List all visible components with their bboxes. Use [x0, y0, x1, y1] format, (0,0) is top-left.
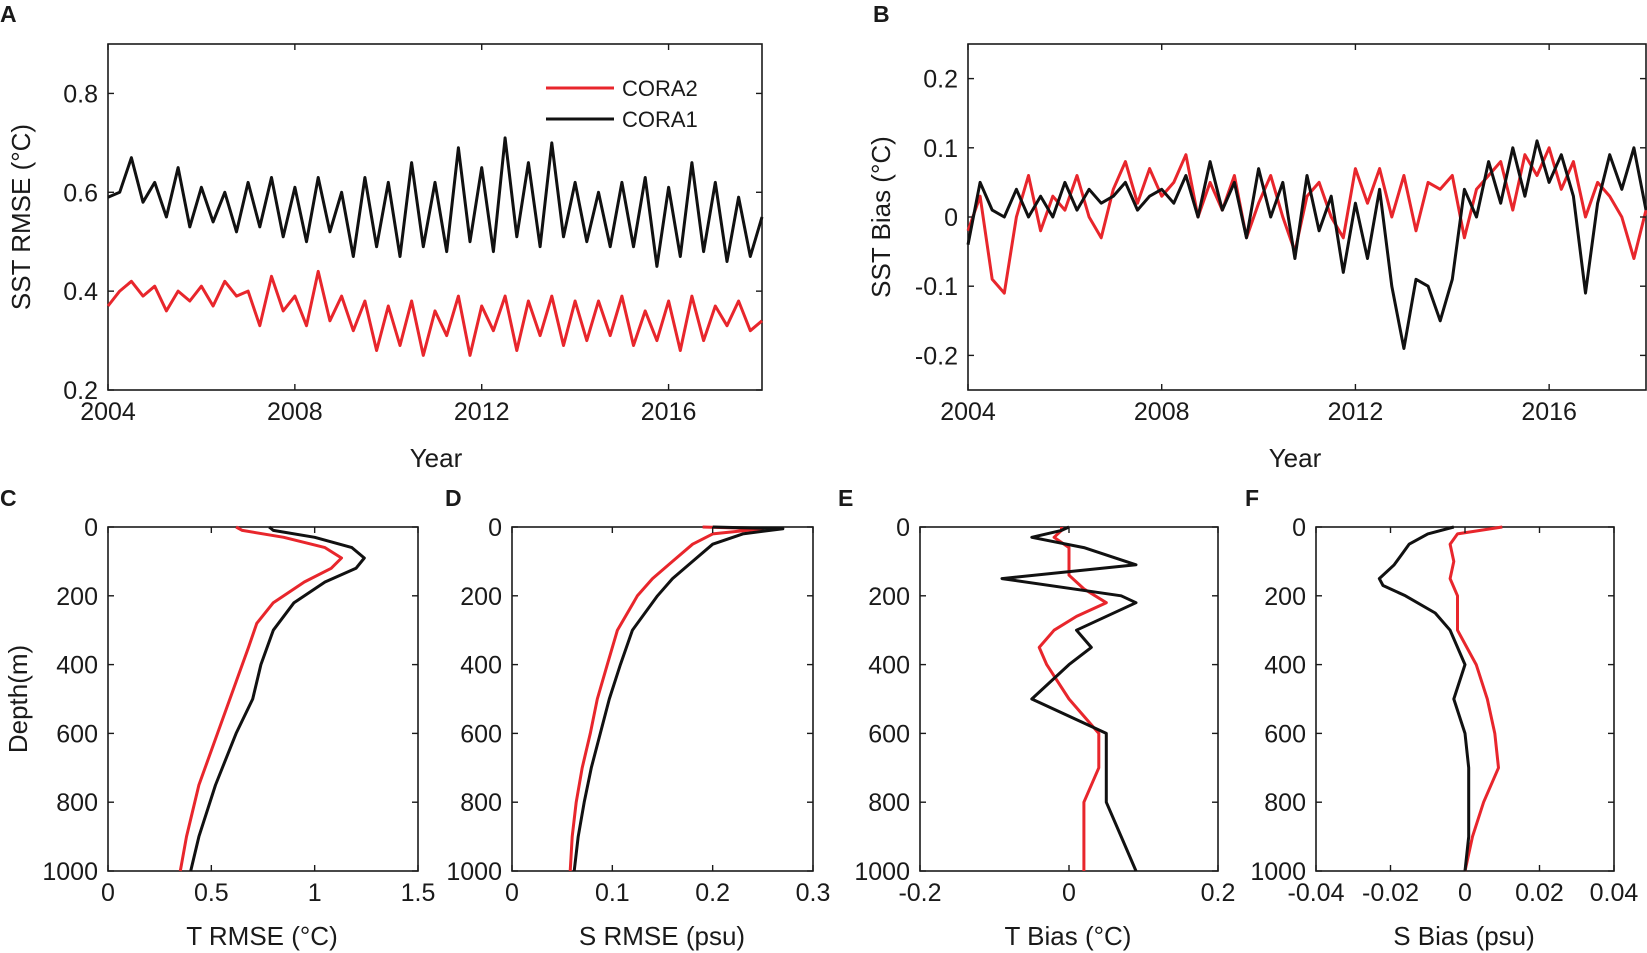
y-tick-label: -0.2 [915, 342, 958, 370]
x-axis-label: Year [1269, 443, 1322, 473]
x-axis-label: S Bias (psu) [1393, 921, 1535, 951]
panel-c: 0 0.5 1 1.5 0 200 400 600 800 1000 C T RMSE (°C) Dep… [0, 485, 435, 951]
y-tick-label: 200 [868, 583, 910, 611]
y-tick-label: 0.1 [923, 135, 958, 163]
series-line-cora1 [107, 136, 764, 268]
x-tick-label: 2004 [940, 398, 996, 426]
y-tick-label: 0 [944, 204, 958, 232]
x-tick-label: 2008 [1134, 398, 1190, 426]
y-axis-label: Depth(m) [3, 645, 33, 753]
x-tick-label: 1 [308, 879, 322, 907]
x-tick-label: 0.04 [1590, 879, 1639, 907]
y-tick-label: 400 [460, 652, 502, 680]
panel-a: 2004 2008 2012 2016 0.2 0.4 0.6 0.8 A Year SST RMS… [0, 1, 764, 473]
y-axis-label: SST RMSE (°C) [6, 124, 36, 310]
legend: CORA2 CORA1 [546, 76, 698, 132]
x-axis-label: T RMSE (°C) [186, 921, 337, 951]
y-tick-label: 200 [460, 583, 502, 611]
x-tick-label: -0.04 [1288, 879, 1345, 907]
x-tick-label: 0.5 [194, 879, 229, 907]
y-tick-label: 0.2 [923, 66, 958, 94]
x-tick-label: 0.2 [695, 879, 730, 907]
x-tick-label: 2016 [1521, 398, 1577, 426]
x-tick-label: 0 [1458, 879, 1472, 907]
x-axis-label: T Bias (°C) [1005, 921, 1132, 951]
y-tick-label: 1000 [854, 858, 910, 886]
panel-b: 2004 2008 2012 2016 -0.2 -0.1 0 0.1 0.2 B Year SST … [866, 1, 1647, 473]
x-axis-label: Year [410, 443, 463, 473]
x-tick-label: -0.02 [1362, 879, 1419, 907]
y-tick-label: 400 [1264, 652, 1306, 680]
panel-d: 0 0.1 0.2 0.3 0 200 400 600 800 1000 D S RMSE (psu) [445, 485, 830, 951]
panel-letter: A [0, 1, 17, 27]
series-line-cora1 [1000, 525, 1138, 872]
panel-letter: B [873, 1, 890, 27]
y-tick-label: 0.2 [63, 377, 98, 405]
series-line-cora2 [568, 525, 765, 872]
y-tick-label: 0 [1292, 514, 1306, 542]
x-tick-label: 0.2 [1201, 879, 1236, 907]
x-tick-label: 2012 [454, 398, 510, 426]
panel-f: -0.04 -0.02 0 0.02 0.04 0 200 400 600 800 1000 F S B… [1245, 485, 1638, 951]
y-tick-label: 800 [460, 789, 502, 817]
y-tick-label: 600 [56, 720, 98, 748]
x-tick-label: 2008 [267, 398, 323, 426]
series-line-cora1 [966, 139, 1647, 350]
panel-letter: F [1245, 485, 1259, 511]
panel-letter: E [838, 485, 853, 511]
y-tick-label: 400 [56, 652, 98, 680]
y-tick-label: 400 [868, 652, 910, 680]
y-tick-label: 1000 [446, 858, 502, 886]
y-tick-label: 600 [1264, 720, 1306, 748]
plot-frame [511, 526, 814, 872]
y-tick-label: 800 [56, 789, 98, 817]
series-line-cora2 [178, 525, 343, 872]
x-tick-label: 0 [505, 879, 519, 907]
x-tick-label: 0.1 [595, 879, 630, 907]
y-tick-label: 600 [868, 720, 910, 748]
series-line-cora1 [189, 525, 366, 872]
x-tick-label: 1.5 [401, 879, 436, 907]
y-tick-label: 800 [1264, 789, 1306, 817]
plot-frame [107, 526, 419, 872]
x-tick-label: 0.3 [796, 879, 831, 907]
y-tick-label: -0.1 [915, 273, 958, 301]
y-tick-label: 200 [1264, 583, 1306, 611]
legend-label-cora1: CORA1 [622, 107, 698, 132]
series-line-cora1 [1377, 525, 1471, 872]
y-tick-label: 1000 [42, 858, 98, 886]
y-tick-label: 0.6 [63, 179, 98, 207]
x-tick-label: 2004 [80, 398, 136, 426]
y-tick-label: 200 [56, 583, 98, 611]
y-tick-label: 0.8 [63, 80, 98, 108]
panel-e: -0.2 0 0.2 0 200 400 600 800 1000 E T Bias (°C) [838, 485, 1235, 951]
x-tick-label: 2016 [641, 398, 697, 426]
x-axis-label: S RMSE (psu) [579, 921, 745, 951]
panel-letter: D [445, 485, 462, 511]
y-tick-label: 1000 [1250, 858, 1306, 886]
legend-label-cora2: CORA2 [622, 76, 698, 101]
y-tick-label: 0.4 [63, 278, 98, 306]
series-line-cora1 [572, 525, 785, 872]
series-line-cora2 [1448, 525, 1503, 872]
y-axis-label: SST Bias (°C) [866, 136, 896, 298]
panel-letter: C [0, 485, 17, 511]
y-tick-label: 800 [868, 789, 910, 817]
x-tick-label: -0.2 [898, 879, 941, 907]
series-line-cora2 [106, 269, 763, 357]
y-tick-label: 600 [460, 720, 502, 748]
x-tick-label: 0 [101, 879, 115, 907]
y-tick-label: 0 [84, 514, 98, 542]
y-tick-label: 0 [896, 514, 910, 542]
x-tick-label: 0.02 [1515, 879, 1564, 907]
y-tick-label: 0 [488, 514, 502, 542]
x-tick-label: 0 [1062, 879, 1076, 907]
x-tick-label: 2012 [1328, 398, 1384, 426]
series-line-cora2 [966, 146, 1647, 295]
